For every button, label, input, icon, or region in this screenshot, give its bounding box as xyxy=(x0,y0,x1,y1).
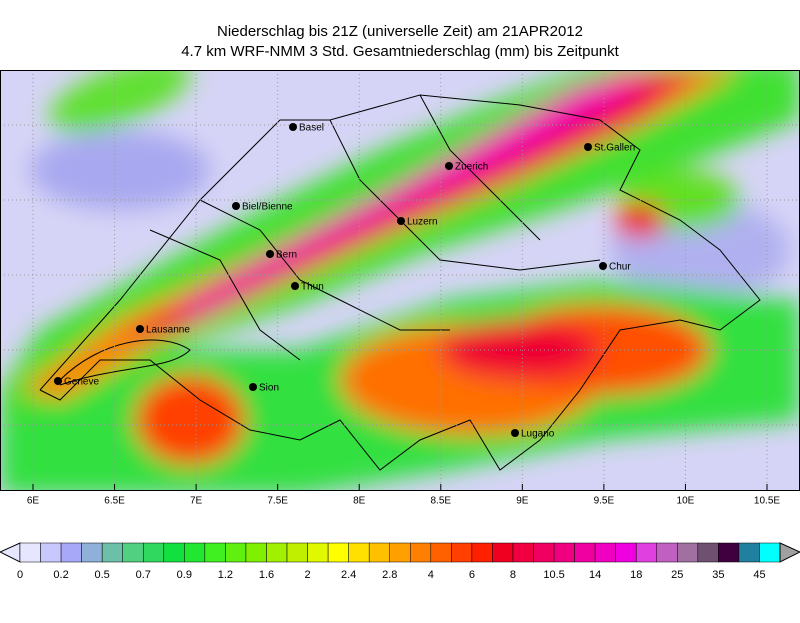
colorbar-box xyxy=(553,542,575,563)
colorbar-label: 10.5 xyxy=(543,569,564,581)
colorbar-box xyxy=(122,542,144,563)
colorbar-box xyxy=(163,542,185,563)
city-label: Bern xyxy=(276,250,297,261)
city-marker xyxy=(599,262,607,270)
colorbar-box xyxy=(492,542,514,563)
colorbar-box xyxy=(635,542,658,563)
colorbar-box xyxy=(471,542,493,563)
colorbar-arrow xyxy=(779,542,800,563)
x-tick-label: 10.5E xyxy=(754,496,780,507)
city-label: Sion xyxy=(259,383,279,394)
colorbar-box xyxy=(204,542,226,563)
x-tick-label: 6.5E xyxy=(104,496,125,507)
colorbar-box xyxy=(327,542,349,563)
colorbar-label: 45 xyxy=(753,569,765,581)
colorbar-box xyxy=(759,542,781,563)
colorbar-box xyxy=(718,542,740,563)
colorbar-box xyxy=(101,542,123,563)
colorbar-box xyxy=(245,542,267,563)
colorbar-label: 35 xyxy=(712,569,724,581)
colorbar-box xyxy=(81,542,103,563)
colorbar-label: 0.9 xyxy=(177,569,192,581)
x-tick-label: 6E xyxy=(27,496,40,507)
colorbar-arrow xyxy=(0,542,21,563)
colorbar-box xyxy=(574,542,596,563)
colorbar-label: 25 xyxy=(671,569,683,581)
colorbar-box xyxy=(656,542,678,563)
city-label: Lausanne xyxy=(146,325,190,336)
colorbar-label: 2.4 xyxy=(341,569,356,581)
colorbar-label: 8 xyxy=(510,569,516,581)
colorbar-label: 2.8 xyxy=(382,569,397,581)
city-marker xyxy=(445,162,453,170)
city-marker xyxy=(584,143,592,151)
colorbar-box xyxy=(60,542,82,563)
city-marker xyxy=(54,377,62,385)
city-marker xyxy=(249,383,257,391)
colorbar-box xyxy=(307,542,329,563)
colorbar-box xyxy=(142,542,165,563)
colorbar-label: 1.2 xyxy=(218,569,233,581)
city-label: Lugano xyxy=(521,429,555,440)
x-tick-label: 10E xyxy=(677,496,695,507)
colorbar-box xyxy=(40,542,62,563)
city-label: St.Gallen xyxy=(594,143,635,154)
city-marker xyxy=(511,429,519,437)
x-tick-label: 9.5E xyxy=(594,496,615,507)
city-marker xyxy=(291,282,299,290)
x-tick-label: 8.5E xyxy=(430,496,451,507)
city-label: Biel/Bienne xyxy=(242,202,293,213)
colorbar-label: 0.7 xyxy=(136,569,151,581)
city-marker xyxy=(289,123,297,131)
colorbar-box xyxy=(266,542,288,563)
borders xyxy=(39,94,761,471)
colorbar-box xyxy=(738,542,760,563)
colorbar-label: 14 xyxy=(589,569,601,581)
colorbar-box xyxy=(348,542,370,563)
colorbar-box xyxy=(184,542,206,563)
colorbar-box xyxy=(677,542,699,563)
x-tick-label: 9E xyxy=(516,496,529,507)
city-marker xyxy=(397,217,405,225)
colorbar-box xyxy=(286,542,308,563)
city-label: Basel xyxy=(299,123,324,134)
colorbar-box xyxy=(430,542,452,563)
colorbar-label: 0.5 xyxy=(95,569,110,581)
title: Niederschlag bis 21Z (universelle Zeit) … xyxy=(217,23,583,40)
colorbar-label: 2 xyxy=(305,569,311,581)
colorbar-box xyxy=(19,542,41,563)
colorbar-box xyxy=(533,542,555,563)
city-marker xyxy=(232,202,240,210)
city-label: Geneve xyxy=(64,377,99,388)
city-marker xyxy=(136,325,144,333)
colorbar-label: 0 xyxy=(17,569,23,581)
colorbar-box xyxy=(410,542,432,563)
colorbar-box xyxy=(512,542,534,563)
colorbar-label: 0.2 xyxy=(53,569,68,581)
colorbar-box xyxy=(368,542,390,563)
colorbar-label: 1.6 xyxy=(259,569,274,581)
subtitle: 4.7 km WRF-NMM 3 Std. Gesamtniederschlag… xyxy=(181,43,619,60)
colorbar-label: 6 xyxy=(469,569,475,581)
colorbar-box xyxy=(615,542,637,563)
colorbar-box xyxy=(594,542,616,563)
colorbar-box xyxy=(225,542,247,563)
city-label: Chur xyxy=(609,262,631,273)
colorbar-box xyxy=(451,542,473,563)
colorbar-label: 4 xyxy=(428,569,434,581)
city-label: Thun xyxy=(301,282,324,293)
colorbar-box xyxy=(389,542,411,563)
x-tick-label: 8E xyxy=(353,496,366,507)
city-marker xyxy=(266,250,274,258)
x-tick-label: 7E xyxy=(190,496,203,507)
x-tick-label: 7.5E xyxy=(267,496,288,507)
city-label: Luzern xyxy=(407,217,438,228)
city-label: Zuerich xyxy=(455,162,488,173)
colorbar-label: 18 xyxy=(630,569,642,581)
colorbar-box xyxy=(697,542,719,563)
precip-field xyxy=(0,70,800,490)
